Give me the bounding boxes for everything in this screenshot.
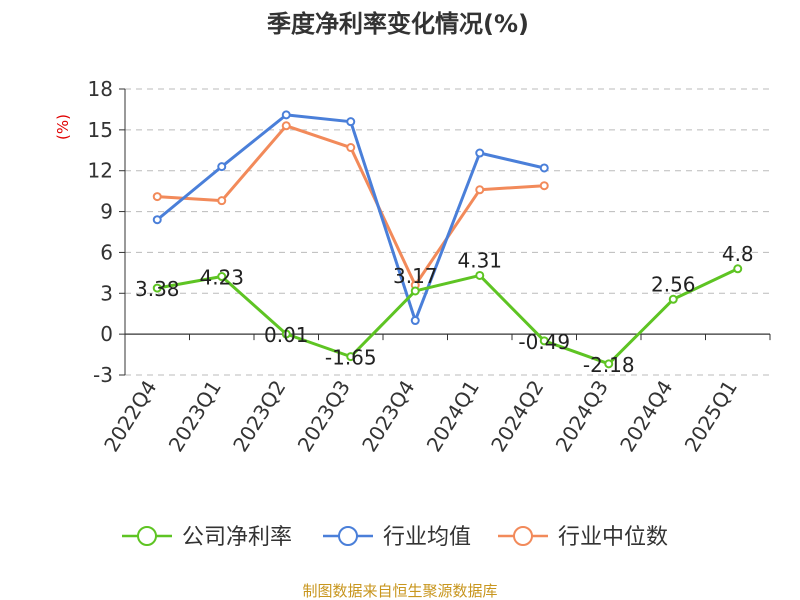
chart-title: 季度净利率变化情况(%) [267,10,529,38]
data-point [410,286,420,296]
series-line [156,267,739,366]
data-point [152,283,162,293]
legend-marker [513,526,533,546]
legend-item: 行业均值 [323,525,471,550]
data-point [604,359,614,369]
x-tick-label: 2024Q3 [551,376,613,456]
data-label: 0.01 [264,323,309,347]
data-point [152,192,162,202]
data-label: 3.17 [393,264,438,288]
data-point [152,215,162,225]
series-group [152,110,743,369]
data-point [281,110,291,120]
data-point [539,163,549,173]
y-axis-ticks: -3 0 3 6 9 12 15 18 [88,77,126,387]
x-tick-label: 2025Q1 [680,376,742,456]
data-label: 4.8 [722,242,754,266]
data-label: -0.49 [518,330,570,354]
data-point [410,316,420,326]
data-label: -1.65 [325,346,377,370]
data-point [539,336,549,346]
x-tick-label: 2024Q4 [615,376,677,456]
x-tick-label: 2022Q4 [99,376,161,456]
data-point [539,181,549,191]
legend-item: 公司净利率 [122,525,292,550]
data-label: 4.31 [457,248,502,272]
y-tick-label: -3 [93,363,113,387]
data-point [346,143,356,153]
data-point [475,270,485,280]
data-point [733,264,743,274]
x-tick-label: 2023Q4 [357,376,419,456]
x-axis: 2022Q4 2023Q1 2023Q2 2023Q3 2023Q4 2024Q1 2024… [99,334,771,456]
legend-marker [137,526,157,546]
legend-label: 行业中位数 [558,525,668,550]
grid-lines [125,88,770,376]
x-tick-label: 2024Q1 [422,376,484,456]
x-tick-label: 2023Q1 [164,376,226,456]
data-label: 2.56 [651,272,696,296]
legend-marker [338,526,358,546]
data-point [346,352,356,362]
data-point [217,162,227,172]
y-tick-label: 6 [100,240,113,264]
x-tick-label: 2023Q3 [293,376,355,456]
data-point [346,117,356,127]
data-point [668,294,678,304]
x-tick-label: 2023Q2 [228,376,290,456]
data-point [217,196,227,206]
legend: 公司净利率 行业均值 行业中位数 [122,525,668,550]
data-point [217,272,227,282]
y-tick-label: 3 [100,281,113,305]
x-tick-label: 2024Q2 [486,376,548,456]
data-point [475,148,485,158]
y-tick-label: 18 [88,77,113,101]
y-tick-label: 15 [88,118,113,142]
data-point [475,185,485,195]
legend-label: 公司净利率 [182,525,292,550]
data-label: -2.18 [583,353,635,377]
data-labels: 3.38 4.23 0.01 -1.65 3.17 4.31 -0.49 -2.18 2.56 4… [135,242,754,377]
y-tick-label: 12 [88,159,113,183]
y-tick-label: 9 [100,200,113,224]
data-label: 3.38 [135,277,180,301]
data-point [281,329,291,339]
source-note: 制图数据来自恒生聚源数据库 [302,582,497,600]
y-tick-label: 0 [100,322,113,346]
legend-label: 行业均值 [383,525,471,550]
legend-item: 行业中位数 [498,525,668,550]
y-axis-label: (%) [54,114,72,140]
data-label: 4.23 [199,266,244,290]
data-point [281,121,291,131]
